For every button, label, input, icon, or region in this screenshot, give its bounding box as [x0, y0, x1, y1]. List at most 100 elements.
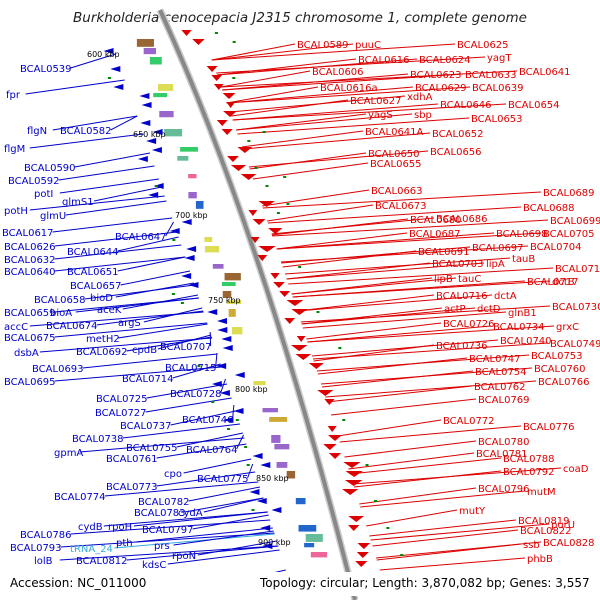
ring-dot [400, 554, 404, 556]
annotation-tile [143, 48, 156, 55]
left-gene-label: BCAL0592 [8, 176, 60, 187]
left-gene-label: lolB [34, 556, 53, 567]
right-gene-label: BCAL0703 [432, 259, 484, 270]
ring-dot [251, 509, 255, 511]
right-leader-line [236, 113, 367, 131]
left-leader-line [247, 463, 254, 479]
right-gene-label: yagT [487, 53, 512, 64]
right-leader-line [276, 232, 542, 250]
left-gene-label: BCAL0658 [34, 295, 86, 306]
right-gene-label: BCAL0697 [472, 243, 524, 254]
forward-gene-arrow [192, 39, 205, 45]
reverse-gene-arrow [217, 327, 228, 333]
left-gene-label: BCAL0746 [182, 415, 234, 426]
ring-dot [154, 185, 158, 187]
right-gene-label: lipB [434, 274, 453, 285]
right-leader-line [372, 529, 519, 547]
forward-gene-arrow [344, 480, 363, 486]
right-gene-label: BCAL0589 [297, 40, 349, 51]
map-footer: Accession: NC_011000 Topology: circular;… [0, 572, 600, 596]
kbp-tick-label: 850 kbp [256, 474, 289, 483]
forward-gene-arrow [328, 453, 342, 459]
ring-dot [374, 500, 378, 502]
right-leader-line [226, 86, 319, 104]
right-gene-label: mutY [459, 506, 486, 517]
annotation-tile [304, 543, 315, 548]
right-gene-label: BCAL0624 [419, 55, 471, 66]
left-leader-line [133, 511, 268, 527]
right-gene-label: BCAL0625 [457, 40, 509, 51]
forward-gene-arrow [230, 165, 247, 171]
left-leader-line [192, 514, 269, 530]
right-leader-line [248, 150, 429, 168]
right-gene-label: BCAL0673 [375, 201, 427, 212]
right-leader-line [322, 370, 474, 388]
reverse-gene-arrow [207, 309, 218, 315]
left-leader-line [75, 297, 199, 313]
right-leader-line [292, 280, 551, 298]
forward-gene-arrow [250, 237, 260, 243]
left-leader-line [110, 115, 138, 131]
right-leader-line [349, 457, 502, 475]
right-leader-line [241, 130, 364, 148]
forward-gene-arrow [279, 291, 291, 297]
left-leader-line [103, 511, 268, 527]
right-gene-label: yagS [368, 110, 393, 121]
ring-dot [342, 419, 346, 421]
right-gene-label: BCAL0641A [365, 127, 424, 138]
left-gene-label: BCAL0714 [122, 374, 174, 385]
right-leader-line [344, 440, 477, 458]
forward-gene-arrow [270, 273, 280, 279]
left-leader-line [54, 322, 208, 338]
left-gene-label: potH [4, 206, 28, 217]
right-gene-label: BCAL0689 [543, 188, 595, 199]
left-gene-label: BCAL0647 [115, 232, 167, 243]
left-leader-line [96, 310, 204, 326]
left-gene-label: BCAL0582 [60, 126, 112, 137]
left-leader-line [70, 53, 116, 69]
right-leader-line [262, 189, 370, 207]
reverse-gene-arrow [186, 246, 197, 252]
left-leader-line [60, 532, 275, 548]
reverse-gene-arrow [152, 129, 163, 135]
right-gene-label: BCAL0792 [503, 467, 555, 478]
left-gene-label: BCAL0783 [134, 508, 186, 519]
right-leader-line [307, 325, 492, 343]
left-leader-line [117, 236, 179, 252]
right-gene-label: BCAL0606 [312, 67, 364, 78]
annotation-tile [159, 111, 174, 118]
annotation-tile [262, 408, 278, 413]
right-gene-label: mutM [527, 487, 556, 498]
forward-gene-arrow [327, 435, 342, 441]
left-gene-label: BCAL0626 [4, 242, 56, 253]
left-leader-line [156, 471, 256, 487]
left-gene-label: BCAL0812 [76, 556, 128, 567]
left-leader-line [167, 549, 280, 565]
right-gene-label: BCAL0627 [350, 96, 402, 107]
forward-gene-arrow [248, 210, 258, 216]
right-gene-label: BCAL0656 [430, 147, 482, 158]
forward-gene-arrow [240, 174, 257, 180]
left-leader-line [120, 270, 191, 286]
right-gene-label: BCAL0633 [465, 70, 517, 81]
annotation-tile [224, 273, 241, 281]
right-gene-label: dctD [477, 304, 501, 315]
reverse-gene-arrow [184, 255, 195, 261]
right-leader-line [297, 294, 493, 312]
right-gene-label: BCAL0776 [523, 422, 575, 433]
annotation-tile [274, 444, 290, 450]
reverse-gene-arrow [222, 345, 233, 351]
right-leader-line [359, 487, 477, 505]
left-leader-line [236, 434, 244, 450]
right-gene-label: phbB [527, 554, 553, 565]
right-gene-label: BCAL0680 [410, 215, 462, 226]
left-gene-label: BCAL0695 [4, 377, 56, 388]
ring-dot [232, 41, 236, 43]
annotation-tile [180, 147, 198, 152]
left-leader-line [54, 231, 177, 247]
ring-dot [232, 77, 236, 79]
forward-gene-arrow [227, 156, 239, 162]
right-leader-line [316, 354, 530, 372]
right-leader-line [222, 73, 464, 91]
right-gene-label: BCAL0788 [503, 454, 555, 465]
